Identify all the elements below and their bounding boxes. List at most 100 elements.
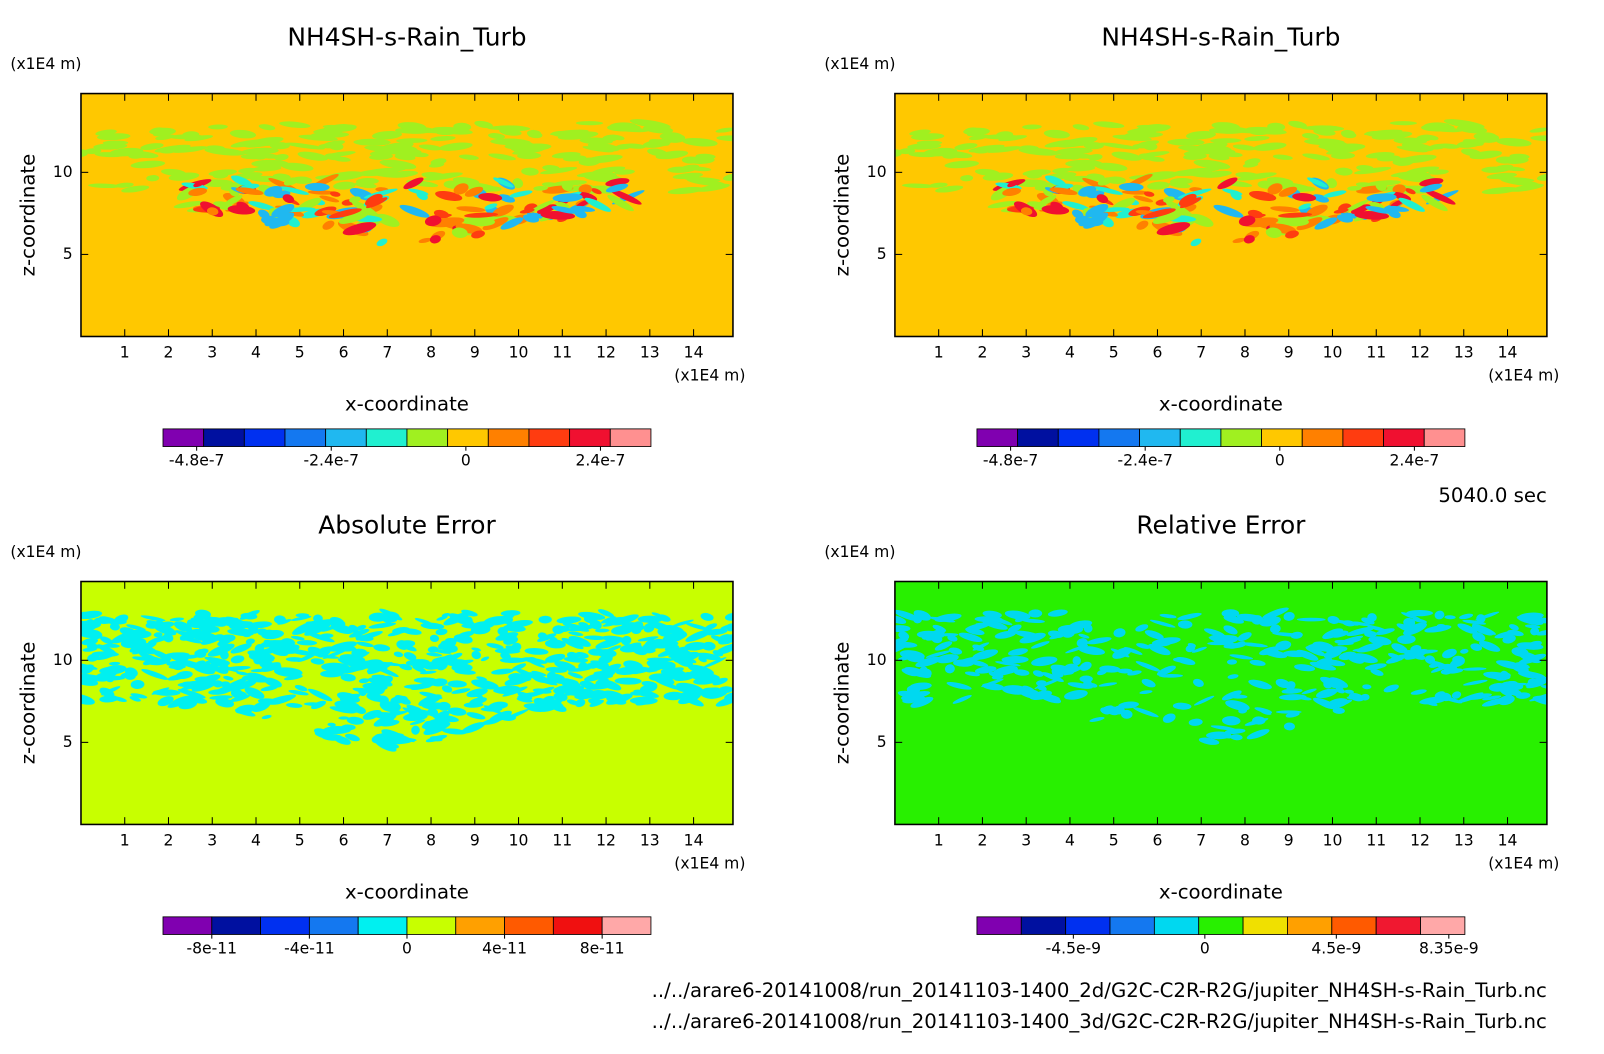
field-patch [637, 636, 659, 642]
x-tick-label: 14 [1498, 344, 1518, 362]
field-patch [457, 631, 475, 638]
field-patch [1496, 137, 1532, 147]
field-patch [448, 707, 467, 716]
colorbar-segment [487, 428, 530, 447]
field-patch [1375, 181, 1387, 191]
field-patch [157, 696, 174, 707]
field-patch [1323, 190, 1347, 198]
field-patch [233, 621, 254, 628]
x-tick-label: 14 [684, 832, 704, 850]
x-axis-label: x-coordinate [345, 393, 469, 416]
field-patch [126, 624, 146, 631]
field-patch [1217, 177, 1238, 190]
field-patch [1218, 122, 1233, 129]
field-patch [1072, 124, 1090, 131]
field-patch [1188, 718, 1203, 726]
field-patch [614, 169, 635, 175]
field-patch [986, 146, 1022, 153]
field-patch [676, 682, 704, 694]
field-patch [376, 238, 388, 247]
field-patch [564, 685, 585, 696]
field-patch [669, 649, 678, 657]
x-tick-label: 13 [1454, 832, 1474, 850]
field-patch [1238, 708, 1248, 714]
field-patch [80, 664, 95, 675]
field-patch [595, 628, 610, 633]
field-patch [408, 188, 429, 196]
field-patch [1276, 216, 1310, 227]
field-patch [1038, 692, 1062, 704]
field-patch [245, 638, 255, 645]
y-unit: (x1E4 m) [10, 543, 81, 561]
field-patch [540, 166, 578, 175]
field-patch [1462, 679, 1488, 686]
field-patch [1301, 688, 1317, 695]
x-tick-label: 2 [164, 832, 174, 850]
field-patch [915, 656, 942, 668]
field-patch [451, 659, 474, 666]
y-unit: (x1E4 m) [824, 543, 895, 561]
field-patch [403, 177, 424, 190]
field-patch [935, 185, 964, 193]
field-patch [441, 612, 450, 618]
field-patch [578, 661, 588, 670]
field-patch [1171, 169, 1208, 177]
field-patch [120, 671, 136, 678]
field-patch [1405, 649, 1426, 660]
field-patch [595, 638, 622, 649]
x-unit: (x1E4 m) [1488, 366, 1559, 384]
field-patch [456, 206, 486, 213]
field-patch [285, 142, 325, 150]
x-tick-label: 9 [470, 344, 480, 362]
field-patch [151, 649, 172, 661]
field-patch [1227, 694, 1248, 699]
field-patch [1127, 126, 1165, 134]
field-patch [1193, 159, 1231, 170]
field-patch [1266, 177, 1294, 186]
field-patch [440, 639, 456, 645]
field-patch [471, 230, 485, 239]
field-patch [1063, 666, 1079, 673]
field-patch [602, 134, 619, 142]
field-patch [1136, 220, 1149, 230]
field-patch [269, 212, 295, 229]
field-patch [1283, 612, 1295, 621]
colorbar-tick-label: 4e-11 [482, 940, 527, 958]
field-patch [982, 619, 1008, 630]
colorbar-segment [1420, 916, 1466, 935]
field-patch [1055, 147, 1093, 155]
field-patch [294, 684, 308, 692]
colorbar-segment [455, 916, 505, 935]
field-patch [682, 137, 718, 147]
x-unit: (x1E4 m) [674, 854, 745, 872]
field-patch [356, 624, 367, 631]
field-patch [274, 154, 289, 161]
field-patch [399, 663, 413, 671]
field-patch [1370, 668, 1384, 676]
field-patch [471, 679, 499, 690]
field-patch [1500, 178, 1540, 187]
field-patch [724, 692, 733, 702]
field-patch [526, 659, 545, 668]
field-patch [1460, 648, 1469, 654]
field-patch [1502, 166, 1526, 172]
field-patch [1353, 166, 1392, 175]
field-patch [1052, 167, 1071, 174]
x-tick-label: 13 [1454, 344, 1474, 362]
field-patch [1198, 737, 1220, 745]
x-tick-label: 9 [470, 832, 480, 850]
field-patch [1249, 127, 1273, 136]
field-patch [660, 668, 687, 679]
field-patch [1093, 186, 1123, 195]
field-patch [1344, 689, 1354, 694]
field-patch [598, 678, 622, 691]
field-patch [330, 645, 357, 652]
x-tick-label: 1 [120, 832, 130, 850]
field-patch [1335, 687, 1345, 694]
field-patch [212, 172, 229, 179]
field-patch [1112, 197, 1136, 211]
field-patch [643, 125, 674, 134]
field-patch [610, 126, 649, 133]
field-patch [1152, 210, 1184, 224]
field-patch [1483, 671, 1511, 680]
